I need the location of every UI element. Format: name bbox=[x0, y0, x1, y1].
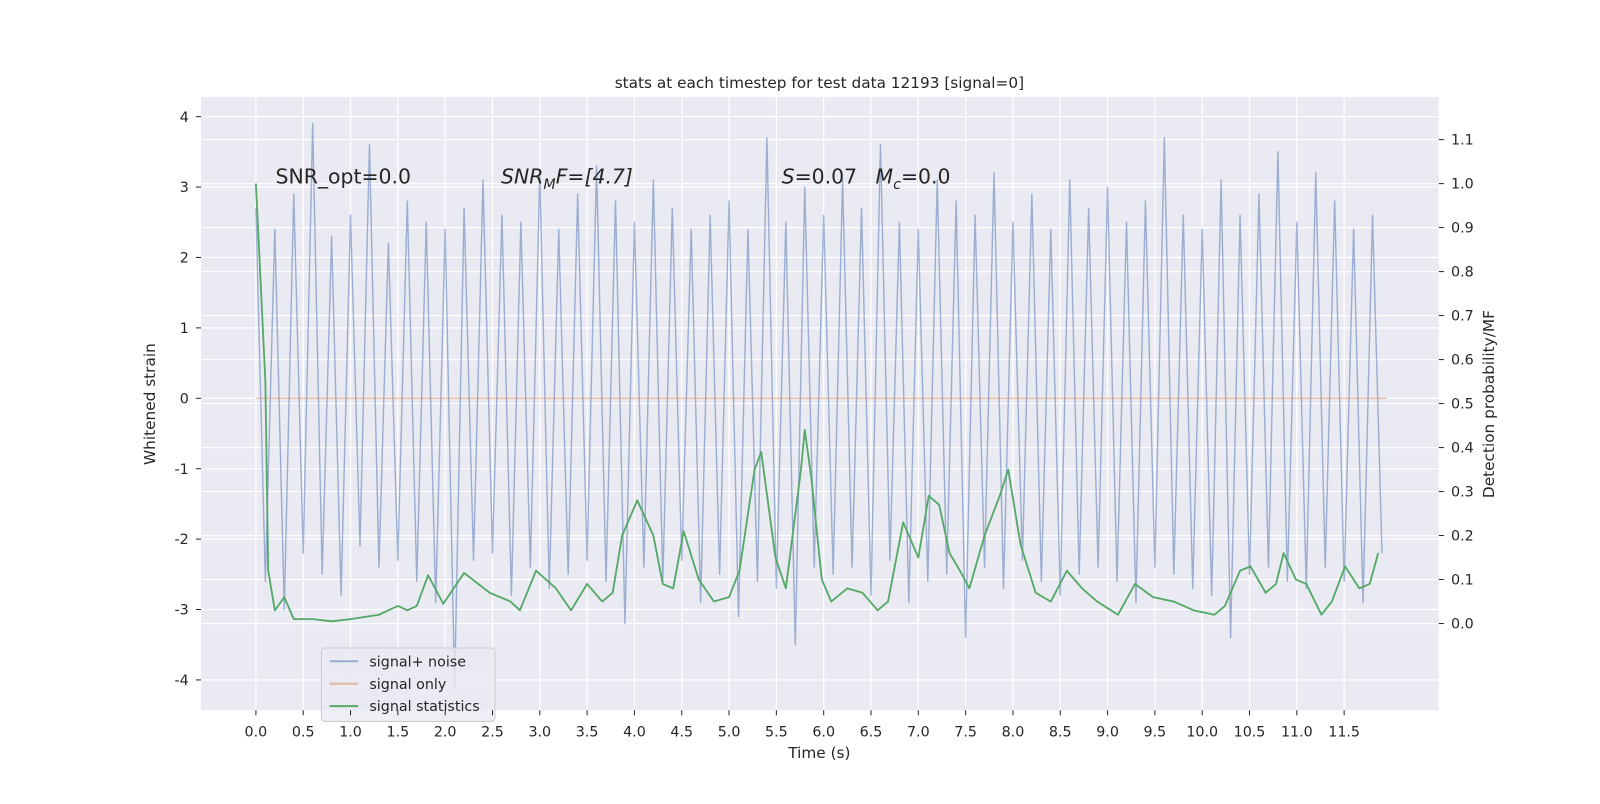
x-tick-label: 11.5 bbox=[1328, 725, 1360, 741]
y2-axis-label: Detection probability/MF bbox=[1480, 310, 1498, 498]
y2-tick-label: 0.3 bbox=[1451, 485, 1474, 501]
y2-tick-label: 1.0 bbox=[1451, 177, 1474, 193]
x-tick-label: 4.5 bbox=[670, 725, 693, 741]
x-tick-label: 7.0 bbox=[907, 725, 930, 741]
x-tick-label: 4.0 bbox=[623, 725, 646, 741]
annotation: SNR_opt=0.0 bbox=[276, 165, 412, 190]
y2-tick-label: 0.6 bbox=[1451, 353, 1474, 369]
x-tick-label: 5.0 bbox=[718, 725, 741, 741]
y2-tick-label: 0.4 bbox=[1451, 441, 1474, 457]
annotation-sub: M bbox=[543, 177, 555, 193]
y-axis-label: Whitened strain bbox=[141, 343, 159, 465]
x-tick-label: 3.0 bbox=[528, 725, 551, 741]
annotation-base: SNR bbox=[501, 165, 543, 189]
x-tick-label: 8.5 bbox=[1049, 725, 1072, 741]
legend: signal+ noise signal only signal statistic… bbox=[320, 647, 496, 722]
y-tick-label: 0 bbox=[180, 391, 189, 407]
legend-label: signal+ noise bbox=[369, 654, 466, 670]
annotation: Mc=0.0 bbox=[876, 165, 951, 193]
y2-tick-label: 1.1 bbox=[1451, 133, 1474, 149]
annotation: SNRMF=[4.7] bbox=[501, 165, 633, 193]
y-tick-label: 2 bbox=[180, 251, 189, 267]
y2-tick-label: 0.1 bbox=[1451, 573, 1474, 589]
y-tick-label: 3 bbox=[180, 180, 189, 196]
annotation-rest: F=[4.7] bbox=[556, 165, 633, 189]
annotation-sub: c bbox=[893, 177, 901, 193]
y-tick-label: 4 bbox=[180, 110, 189, 126]
y2-tick-label: 0.8 bbox=[1451, 265, 1474, 281]
annotation-base: S bbox=[782, 165, 795, 189]
y-tick-label: 1 bbox=[180, 321, 189, 337]
x-tick-label: 7.5 bbox=[954, 725, 977, 741]
x-tick-label: 1.5 bbox=[387, 725, 410, 741]
y-tick-label: -2 bbox=[175, 532, 189, 548]
y-tick-label: -3 bbox=[175, 603, 189, 619]
x-tick-label: 10.0 bbox=[1186, 725, 1218, 741]
legend-label: signal statistics bbox=[369, 699, 479, 715]
x-tick-label: 3.5 bbox=[576, 725, 599, 741]
x-tick-label: 0.5 bbox=[292, 725, 315, 741]
x-tick-label: 1.0 bbox=[339, 725, 362, 741]
x-tick-label: 2.0 bbox=[434, 725, 457, 741]
x-axis-label: Time (s) bbox=[787, 744, 850, 762]
y2-tick-label: 0.2 bbox=[1451, 529, 1474, 545]
chart-title: stats at each timestep for test data 121… bbox=[615, 74, 1024, 92]
legend-label: signal only bbox=[369, 677, 446, 693]
x-tick-label: 10.5 bbox=[1234, 725, 1266, 741]
y2-tick-label: 0.7 bbox=[1451, 309, 1474, 325]
x-tick-label: 11.0 bbox=[1281, 725, 1313, 741]
legend-box bbox=[320, 647, 496, 722]
x-tick-label: 6.0 bbox=[812, 725, 835, 741]
y-tick-label: -4 bbox=[175, 673, 189, 689]
y2-tick-label: 0.9 bbox=[1451, 221, 1474, 237]
annotation: S=0.07 bbox=[782, 165, 857, 189]
annotation-rest: =0.07 bbox=[795, 165, 858, 189]
y2-tick-label: 0.0 bbox=[1451, 617, 1474, 633]
x-tick-label: 9.5 bbox=[1144, 725, 1167, 741]
x-tick-label: 6.5 bbox=[860, 725, 883, 741]
annotation-base: M bbox=[876, 165, 894, 189]
x-tick-label: 8.0 bbox=[1002, 725, 1025, 741]
x-tick-label: 5.5 bbox=[765, 725, 788, 741]
y2-tick-label: 0.5 bbox=[1451, 397, 1474, 413]
annotation-rest: =0.0 bbox=[901, 165, 951, 189]
x-tick-label: 9.0 bbox=[1096, 725, 1119, 741]
y-tick-label: -1 bbox=[175, 462, 189, 478]
marks bbox=[254, 122, 1387, 688]
x-tick-label: 0.0 bbox=[245, 725, 268, 741]
series-line bbox=[254, 183, 1380, 623]
series-line bbox=[255, 122, 1383, 688]
x-tick-label: 2.5 bbox=[481, 725, 504, 741]
